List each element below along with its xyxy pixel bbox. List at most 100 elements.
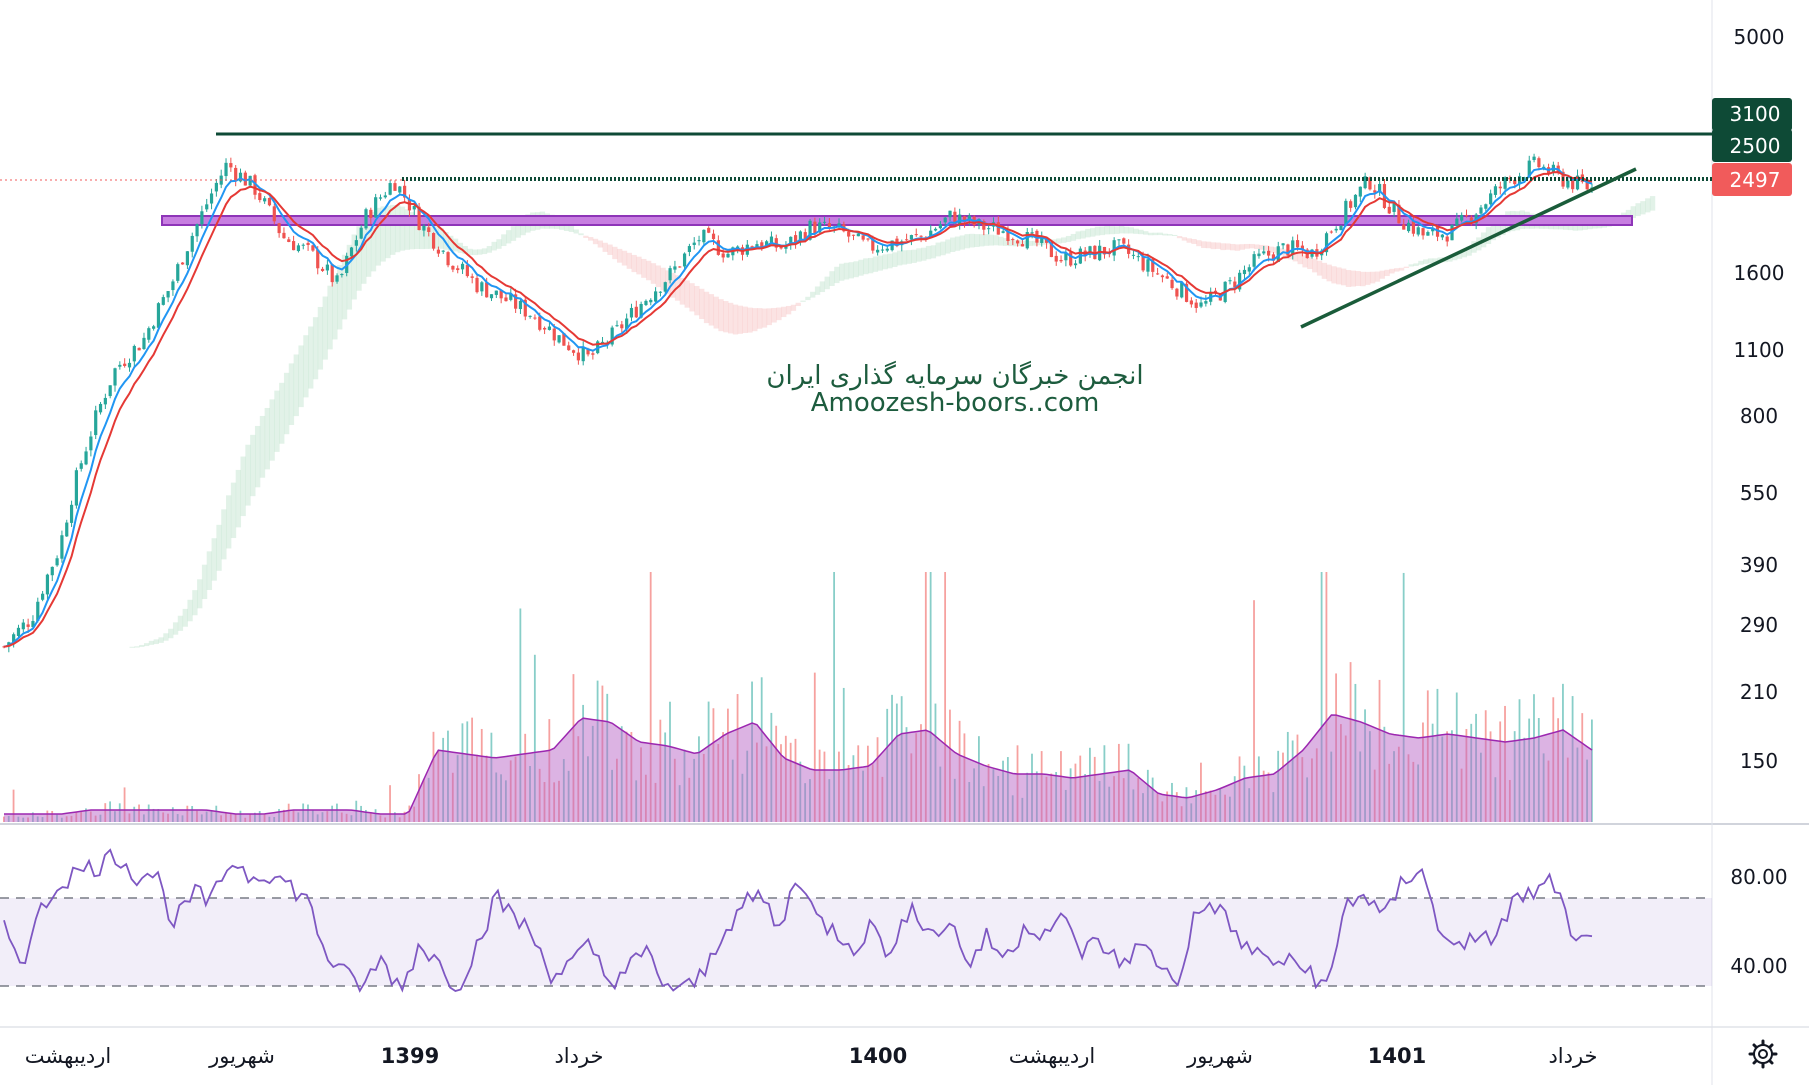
time-label: اردیبهشت xyxy=(1009,1044,1096,1068)
cloud-segment xyxy=(916,248,922,262)
volume-bar xyxy=(123,787,126,822)
candle-body xyxy=(581,346,585,362)
candle-body xyxy=(1349,201,1353,208)
cloud-segment xyxy=(1012,240,1019,247)
cloud-segment xyxy=(1061,237,1067,243)
cloud-segment xyxy=(1225,243,1231,250)
candle-body xyxy=(316,249,320,269)
candle-body xyxy=(1566,180,1570,188)
candle-body xyxy=(1493,186,1498,195)
cloud-segment xyxy=(1418,260,1424,265)
cloud-segment xyxy=(221,509,227,560)
candle-body xyxy=(1392,203,1396,212)
candle-body xyxy=(1165,276,1169,279)
cloud-segment xyxy=(1307,256,1313,270)
candle-body xyxy=(41,593,45,600)
candle-body xyxy=(798,231,803,241)
candle-body xyxy=(1281,243,1285,246)
cloud-segment xyxy=(742,306,748,334)
cloud-segment xyxy=(679,277,686,305)
cloud-segment xyxy=(1278,248,1284,256)
candle-body xyxy=(818,222,822,233)
rsi-tick: 40.00 xyxy=(1730,954,1787,978)
candle-body xyxy=(1184,283,1189,302)
candle-body xyxy=(26,624,30,627)
candle-body xyxy=(118,364,122,367)
cloud-segment xyxy=(1321,262,1328,279)
volume-bar xyxy=(944,572,947,822)
candle-body xyxy=(89,436,93,451)
candle-body xyxy=(475,277,479,293)
candle-body xyxy=(176,264,180,281)
cloud-segment xyxy=(486,246,493,253)
cloud-segment xyxy=(814,286,821,295)
cloud-segment xyxy=(1258,244,1265,250)
candle-body xyxy=(1064,253,1068,261)
rsi-pane[interactable] xyxy=(0,826,1712,1026)
price-axis[interactable]: 5000 1600 1100 800 550 390 290 210 150 xyxy=(1734,25,1785,773)
candle-body xyxy=(1484,204,1488,209)
cloud-segment xyxy=(1645,198,1651,213)
candle-body xyxy=(1460,214,1464,221)
cloud-segment xyxy=(438,228,444,249)
candle-body xyxy=(55,558,59,566)
candle-body xyxy=(277,223,281,234)
candle-body xyxy=(200,211,204,225)
cloud-segment xyxy=(361,220,367,284)
candle-body xyxy=(1122,238,1126,244)
cloud-segment xyxy=(1466,246,1472,256)
cloud-segment xyxy=(298,345,304,408)
cloud-segment xyxy=(863,258,869,275)
cloud-segment xyxy=(1297,253,1303,265)
candle-body xyxy=(1469,217,1473,223)
candle-body xyxy=(1228,280,1232,282)
candle-body xyxy=(214,182,218,192)
candle-body xyxy=(1194,302,1198,308)
cloud-segment xyxy=(254,425,261,488)
cloud-segment xyxy=(264,407,270,470)
candle-body xyxy=(1030,232,1034,234)
candle-body xyxy=(1426,232,1430,236)
candle-body xyxy=(518,300,523,310)
volume-bar xyxy=(1402,572,1405,822)
gear-icon[interactable] xyxy=(1748,1039,1778,1069)
candle-body xyxy=(1257,253,1261,257)
candle-body xyxy=(1421,228,1425,236)
candle-body xyxy=(1117,239,1121,241)
candle-body xyxy=(996,222,1000,235)
support-zone[interactable] xyxy=(161,215,1633,226)
candle-body xyxy=(547,326,552,330)
cloud-segment xyxy=(607,244,613,255)
candle-body xyxy=(514,294,518,309)
cloud-segment xyxy=(293,354,299,417)
candle-body xyxy=(716,240,720,255)
candle-body xyxy=(1262,251,1266,254)
candle-body xyxy=(1025,232,1029,249)
candle-body xyxy=(943,217,947,223)
cloud-segment xyxy=(1268,246,1274,253)
cloud-segment xyxy=(1104,225,1110,235)
price-pane[interactable] xyxy=(0,0,1712,823)
candle-body xyxy=(1213,290,1218,293)
ascending-trendline[interactable] xyxy=(1300,167,1637,329)
time-axis[interactable]: اردیبهشت شهریور 1399 خرداد 1400 اردیبهشت… xyxy=(25,1044,1598,1068)
cloud-segment xyxy=(602,242,608,252)
cloud-segment xyxy=(1201,241,1207,249)
cloud-segment xyxy=(356,226,362,291)
cloud-segment xyxy=(230,482,237,539)
candle-body xyxy=(1267,250,1271,256)
time-label: شهریور xyxy=(208,1044,275,1068)
cloud-segment xyxy=(1640,201,1646,215)
candle-body xyxy=(296,245,301,252)
cloud-segment xyxy=(414,215,420,249)
cloud-segment xyxy=(621,250,628,266)
cloud-segment xyxy=(737,305,743,334)
time-label: خرداد xyxy=(554,1044,603,1068)
candle-body xyxy=(876,249,880,253)
cloud-segment xyxy=(1147,232,1154,236)
candle-body xyxy=(1537,158,1541,168)
candle-body xyxy=(263,198,267,202)
cloud-segment xyxy=(370,211,377,272)
cloud-segment xyxy=(322,296,328,360)
cloud-segment xyxy=(1094,226,1101,236)
